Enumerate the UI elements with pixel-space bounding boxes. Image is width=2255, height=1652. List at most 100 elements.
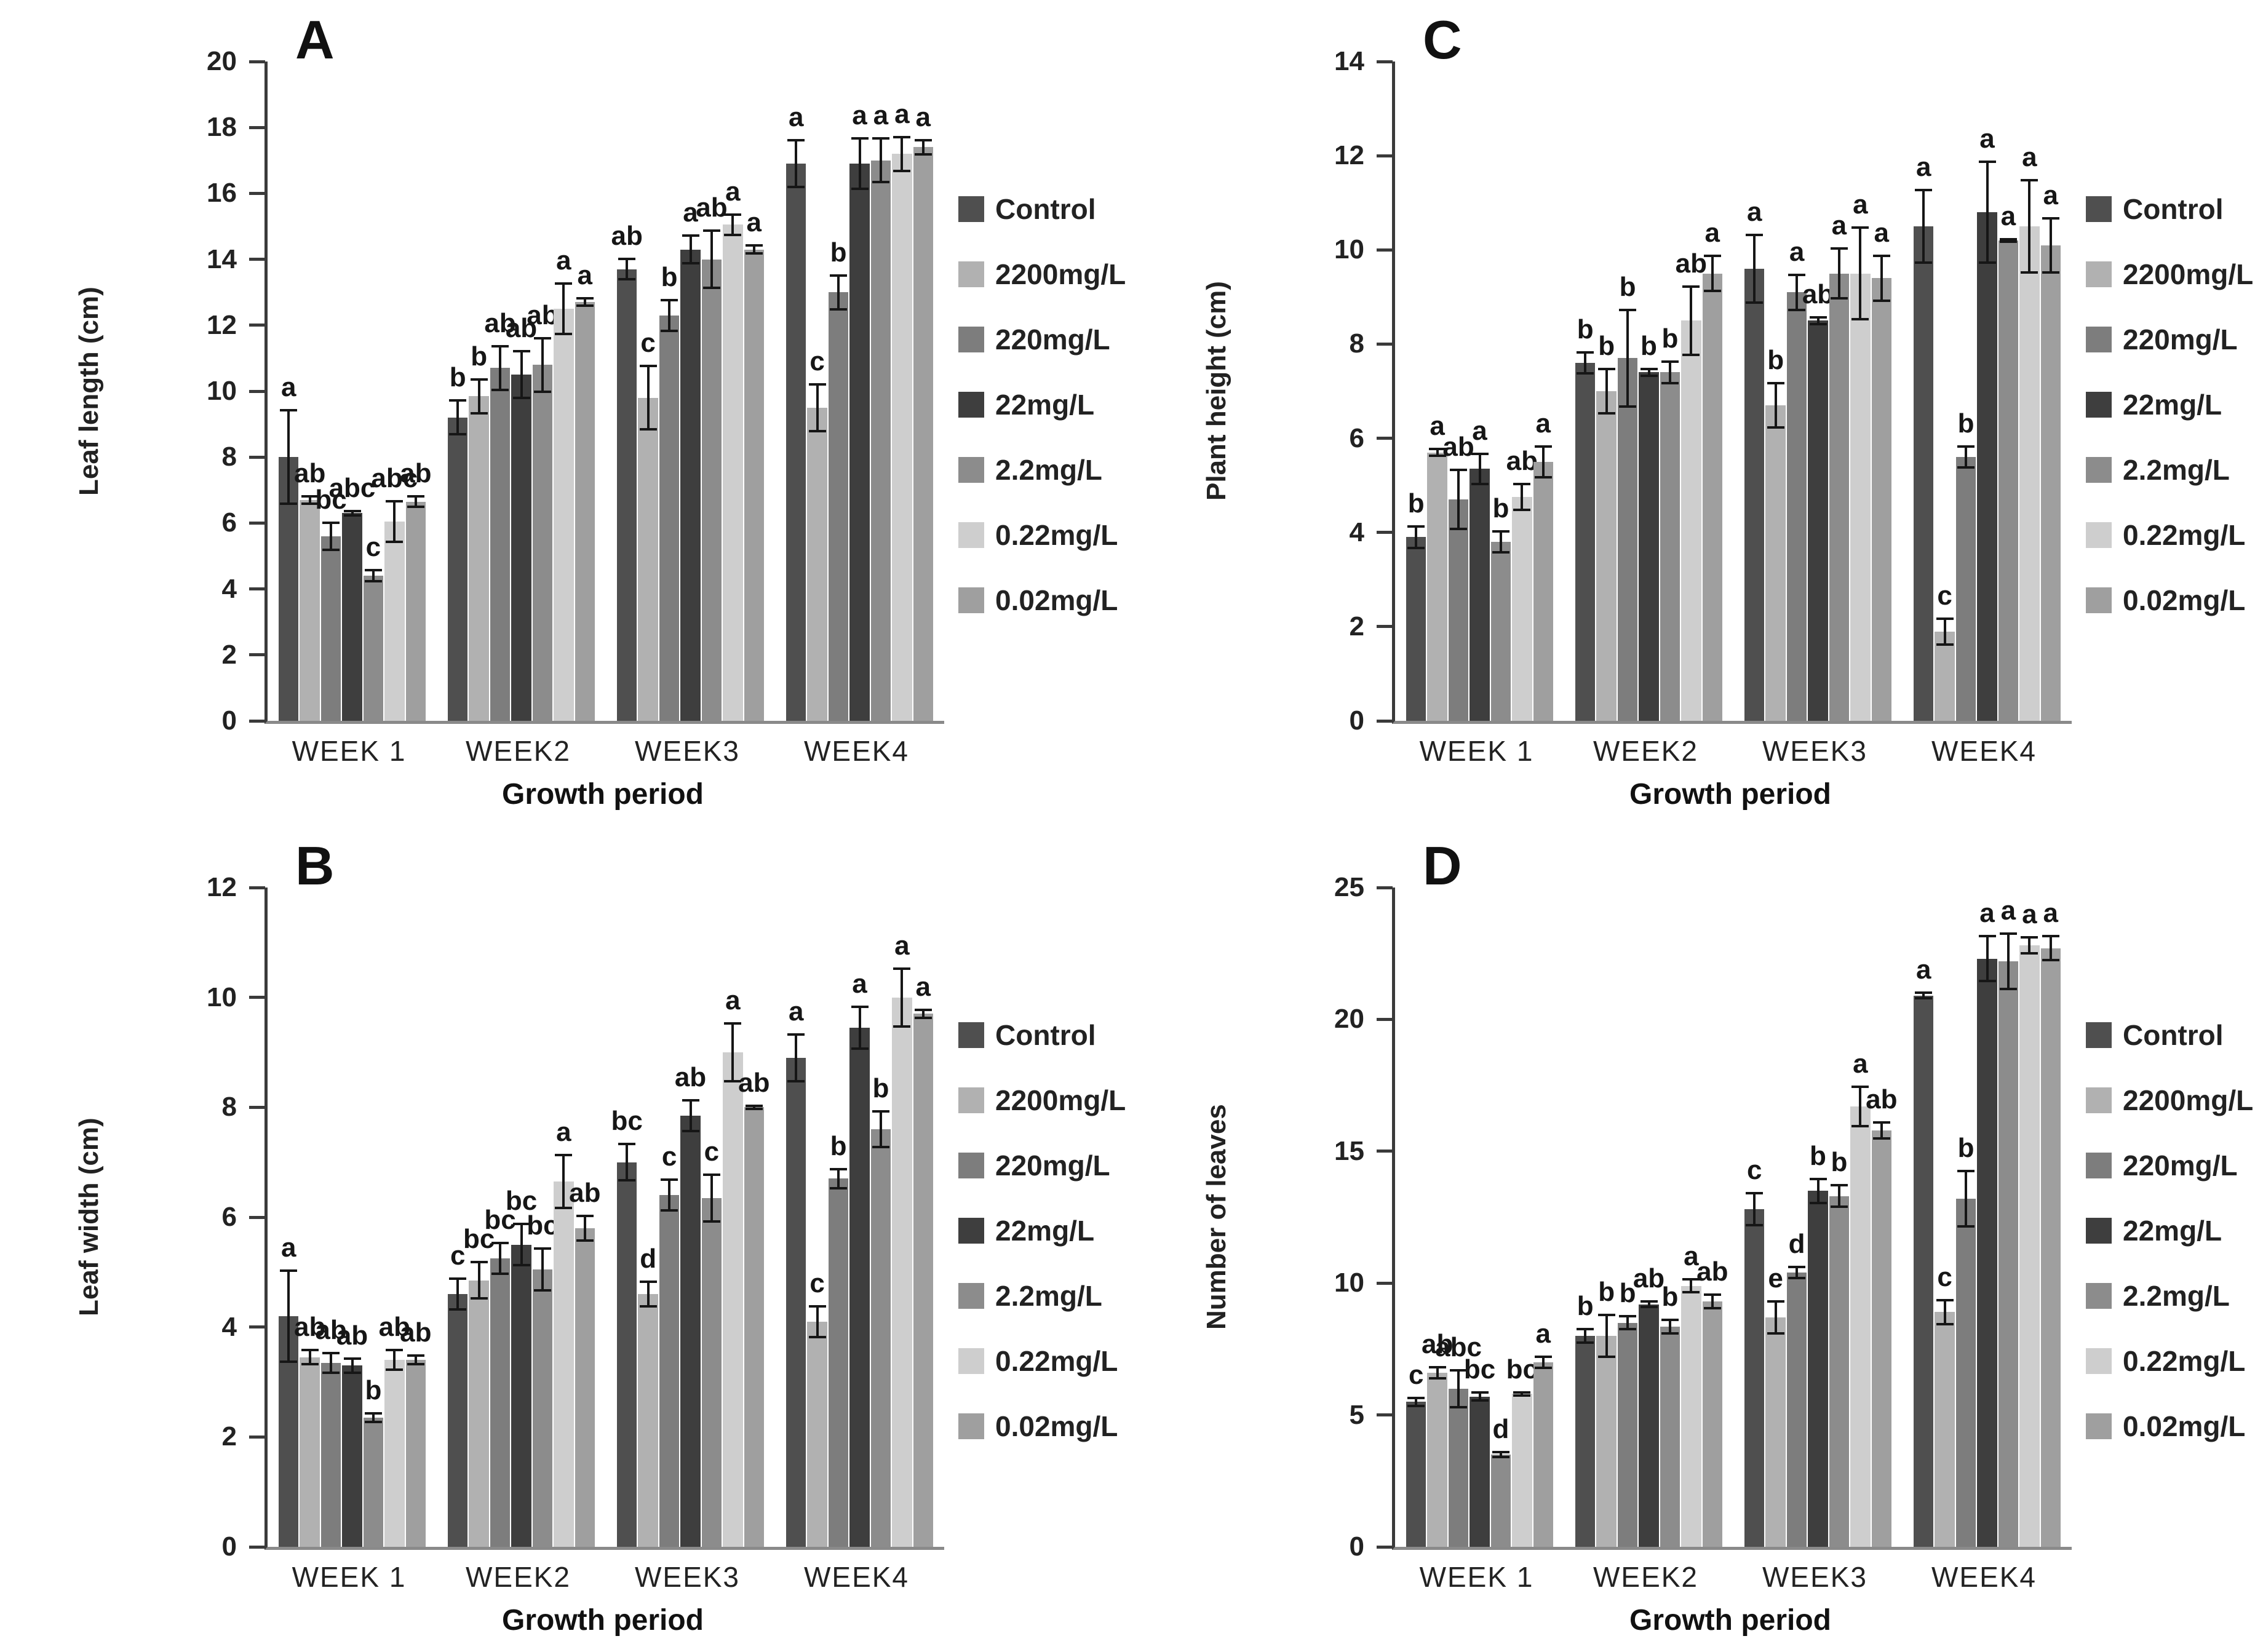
error-bar-cap-bottom bbox=[745, 1107, 763, 1110]
legend-label: 0.22mg/L bbox=[2123, 519, 2246, 551]
significance-letter: c bbox=[1408, 1359, 1424, 1390]
error-bar-cap-bottom bbox=[1471, 1399, 1489, 1402]
significance-letter: a bbox=[788, 101, 804, 132]
error-bar bbox=[1816, 316, 1820, 325]
error-bar-cap-bottom bbox=[533, 1289, 551, 1292]
error-bar-cap-bottom bbox=[512, 397, 530, 400]
error-bar bbox=[2049, 216, 2052, 274]
error-bar-cap-bottom bbox=[1513, 1394, 1531, 1397]
y-tick-mark bbox=[1377, 1545, 1393, 1549]
bar-0.22mg/l bbox=[384, 521, 405, 721]
legend-item-0-22mg-l: 0.22mg/L bbox=[958, 518, 1126, 552]
x-tick-label: WEEK3 bbox=[634, 1561, 741, 1593]
bar-22mg/l bbox=[680, 1115, 701, 1547]
bar-2.2mg/l bbox=[363, 1418, 384, 1547]
significance-letter: b bbox=[1641, 330, 1657, 361]
significance-letter: ab bbox=[1442, 432, 1474, 463]
error-bar-cap-top bbox=[1597, 1313, 1615, 1316]
bar-2.2mg/l bbox=[1660, 1326, 1680, 1547]
significance-letter: b bbox=[449, 362, 466, 393]
legend-label: Control bbox=[2123, 193, 2224, 225]
error-bar bbox=[921, 138, 925, 156]
significance-letter: a bbox=[1853, 189, 1868, 220]
significance-letter: d bbox=[1492, 1413, 1509, 1444]
error-bar-cap-top bbox=[1661, 1319, 1679, 1322]
error-bar-cap-top bbox=[1597, 367, 1615, 370]
error-bar-cap-bottom bbox=[1809, 1201, 1827, 1204]
bar-0.22mg/l bbox=[1850, 273, 1871, 721]
error-bar-cap-bottom bbox=[893, 1025, 911, 1028]
bar-control bbox=[1575, 363, 1596, 721]
significance-letter: a bbox=[1979, 123, 1995, 154]
bar-22mg/l bbox=[342, 513, 362, 721]
error-bar-cap-top bbox=[851, 1006, 869, 1009]
error-bar-cap-top bbox=[1682, 285, 1700, 288]
error-bar-cap-bottom bbox=[1640, 1305, 1658, 1308]
y-tick-label: 15 bbox=[1334, 1135, 1364, 1166]
error-bar bbox=[1690, 285, 1693, 356]
significance-letter: a bbox=[1535, 408, 1551, 439]
error-bar-cap-bottom bbox=[1746, 1224, 1764, 1227]
bar-control bbox=[1914, 226, 1934, 721]
error-bar-cap-bottom bbox=[470, 411, 488, 415]
y-tick-label: 0 bbox=[1349, 1531, 1364, 1562]
y-tick-mark bbox=[249, 521, 265, 525]
error-bar-cap-bottom bbox=[872, 1146, 889, 1149]
significance-letter: ab bbox=[1633, 1263, 1665, 1294]
x-tick-label: WEEK 1 bbox=[1419, 735, 1534, 767]
legend-item-control: Control bbox=[2086, 1019, 2253, 1052]
error-bar-cap-bottom bbox=[914, 153, 932, 156]
significance-letter: a bbox=[894, 98, 910, 129]
error-bar-cap-top bbox=[1703, 254, 1721, 257]
legend-swatch bbox=[958, 1348, 984, 1374]
y-tick-mark bbox=[249, 455, 265, 459]
error-bar bbox=[668, 1178, 671, 1212]
bar-2200mg/l bbox=[638, 397, 658, 721]
error-bar-cap-top bbox=[364, 569, 382, 572]
bar-220mg/l bbox=[1617, 358, 1638, 721]
legend-label: 220mg/L bbox=[2123, 1150, 2238, 1181]
error-bar-cap-top bbox=[1915, 188, 1933, 191]
bar-220mg/l bbox=[1448, 499, 1469, 721]
legend-swatch bbox=[958, 1022, 984, 1048]
legend-item-220mg-l: 220mg/L bbox=[2086, 1149, 2253, 1182]
legend: Control 2200mg/L 220mg/L 22mg/L 2.2mg/L 0.22m… bbox=[958, 1019, 1126, 1475]
legend-label: 2200mg/L bbox=[995, 1084, 1126, 1116]
bar-0.02mg/l bbox=[1702, 273, 1722, 721]
significance-letter: b bbox=[1957, 1132, 1975, 1163]
bar-220mg/l bbox=[320, 536, 341, 721]
error-bar-cap-bottom bbox=[1936, 1322, 1954, 1325]
significance-letter: c bbox=[450, 1241, 466, 1271]
error-bar-cap-top bbox=[893, 967, 911, 970]
y-tick-mark bbox=[1377, 1017, 1393, 1021]
bar-2.2mg/l bbox=[1998, 961, 2019, 1547]
error-bar-cap-top bbox=[618, 257, 636, 260]
error-bar-cap-top bbox=[745, 244, 763, 247]
legend-item-22mg-l: 22mg/L bbox=[2086, 388, 2253, 421]
error-bar-cap-top bbox=[343, 1357, 361, 1360]
significance-letter: a bbox=[556, 1117, 571, 1148]
legend-swatch bbox=[2086, 261, 2112, 287]
significance-letter: b bbox=[1407, 488, 1425, 519]
significance-letter: ab bbox=[1866, 1084, 1898, 1114]
bar-group-week3: ab c b a ab a a bbox=[606, 62, 775, 721]
bar-0.22mg/l bbox=[1512, 497, 1532, 721]
y-tick-mark bbox=[249, 653, 265, 657]
error-bar-cap-top bbox=[661, 298, 678, 301]
y-tick-mark bbox=[1377, 437, 1393, 440]
error-bar bbox=[583, 297, 586, 308]
x-axis-title: Growth period bbox=[1629, 778, 1831, 811]
legend-item-2200mg-l: 2200mg/L bbox=[2086, 1084, 2253, 1117]
error-bar bbox=[1943, 1298, 1946, 1325]
y-tick-label: 16 bbox=[207, 178, 237, 208]
error-bar bbox=[1837, 247, 1840, 300]
error-bar bbox=[541, 1247, 544, 1292]
significance-letter: b bbox=[1577, 1291, 1594, 1322]
y-tick-label: 10 bbox=[1334, 1268, 1364, 1298]
error-bar-cap-bottom bbox=[322, 1371, 340, 1374]
error-bar-cap-bottom bbox=[533, 390, 551, 393]
error-bar-cap-bottom bbox=[322, 548, 340, 551]
significance-letter: a bbox=[873, 100, 889, 131]
error-bar-cap-top bbox=[2021, 179, 2038, 182]
